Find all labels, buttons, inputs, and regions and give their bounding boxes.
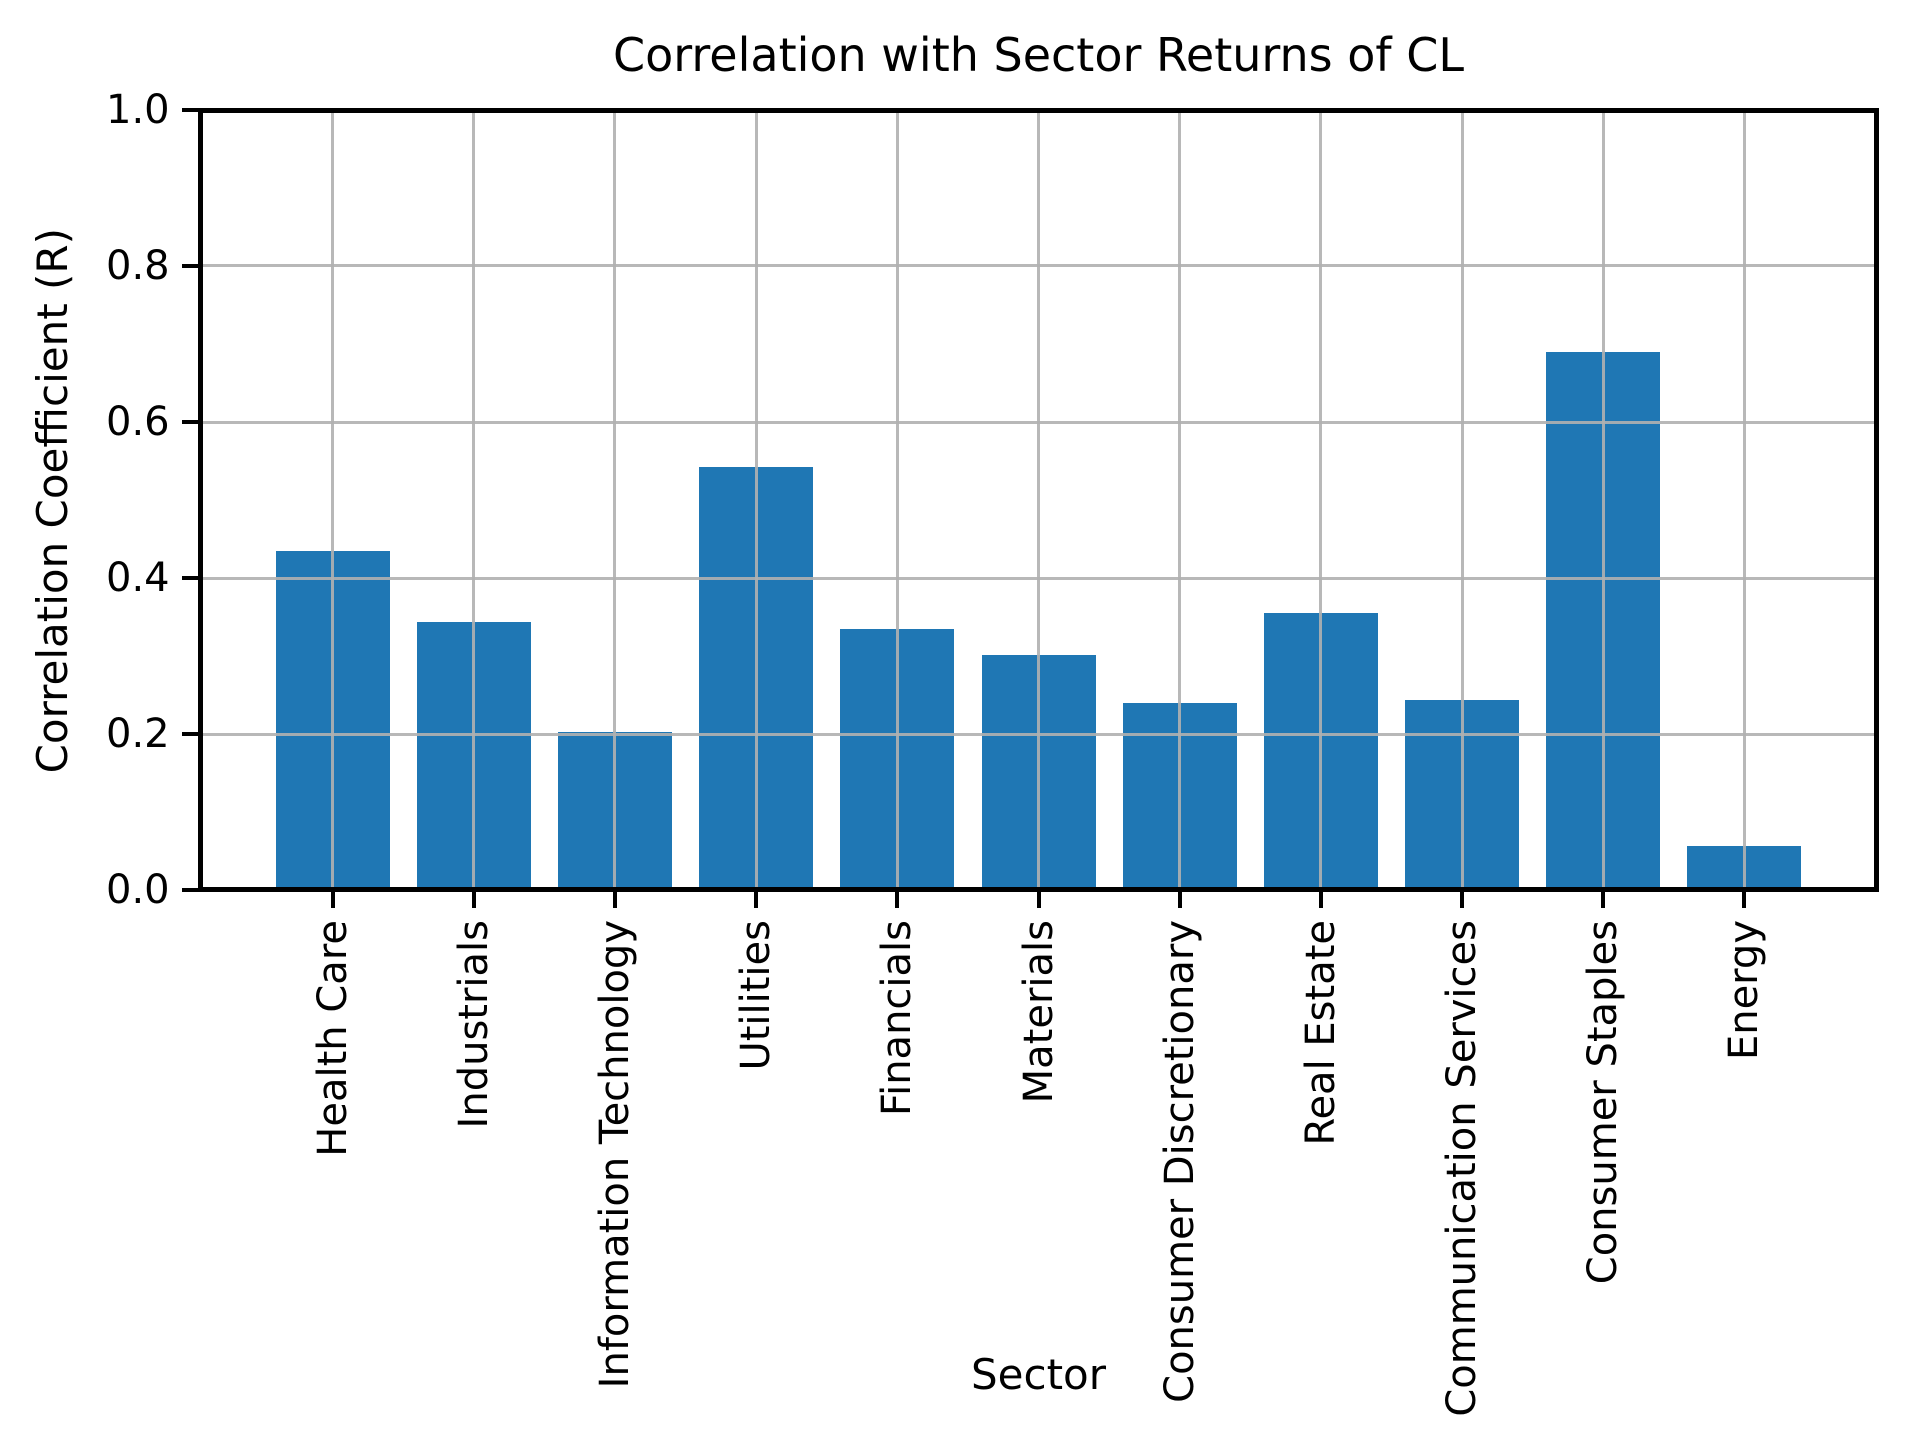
x-tick-label-4: Financials — [874, 920, 920, 1116]
gridline-x-3 — [755, 110, 758, 890]
gridline-x-6 — [1178, 110, 1181, 890]
x-axis-label: Sector — [970, 1350, 1107, 1399]
x-tick-label-5: Materials — [1016, 920, 1062, 1104]
x-tick-label-2: Information Technology — [592, 920, 638, 1389]
gridline-x-8 — [1461, 110, 1464, 890]
y-tick-label-1: 1.0 — [106, 87, 170, 133]
x-tick-mark-9 — [1601, 890, 1605, 908]
x-tick-mark-4 — [895, 890, 899, 908]
x-tick-mark-3 — [754, 890, 758, 908]
x-tick-mark-1 — [472, 890, 476, 908]
y-tick-label-0.4: 0.4 — [106, 555, 170, 601]
x-tick-mark-7 — [1319, 890, 1323, 908]
x-tick-label-10: Energy — [1721, 920, 1767, 1061]
x-tick-mark-5 — [1037, 890, 1041, 908]
plot-area — [200, 110, 1877, 890]
gridline-x-2 — [613, 110, 616, 890]
x-tick-mark-2 — [613, 890, 617, 908]
y-tick-mark-0.2 — [182, 732, 200, 736]
y-tick-mark-1 — [182, 108, 200, 112]
x-tick-mark-10 — [1742, 890, 1746, 908]
x-tick-label-8: Communication Services — [1439, 920, 1485, 1417]
x-tick-label-3: Utilities — [733, 920, 779, 1071]
y-tick-label-0.8: 0.8 — [106, 243, 170, 289]
x-tick-label-9: Consumer Staples — [1580, 920, 1626, 1285]
x-tick-label-0: Health Care — [310, 920, 356, 1157]
gridline-x-5 — [1037, 110, 1040, 890]
y-tick-mark-0.8 — [182, 264, 200, 268]
gridline-x-4 — [896, 110, 899, 890]
gridline-x-1 — [472, 110, 475, 890]
x-tick-mark-6 — [1178, 890, 1182, 908]
x-tick-label-1: Industrials — [451, 920, 497, 1129]
plot-frame — [198, 108, 1879, 892]
chart-title: Correlation with Sector Returns of CL — [613, 28, 1464, 82]
y-axis-label: Correlation Coefficient (R) — [28, 228, 77, 774]
y-tick-label-0: 0.0 — [106, 867, 170, 913]
gridline-x-9 — [1602, 110, 1605, 890]
y-tick-label-0.6: 0.6 — [106, 399, 170, 445]
y-tick-mark-0.4 — [182, 576, 200, 580]
x-tick-label-7: Real Estate — [1298, 920, 1344, 1146]
y-tick-label-0.2: 0.2 — [106, 711, 170, 757]
gridline-x-0 — [331, 110, 334, 890]
gridline-x-7 — [1319, 110, 1322, 890]
gridline-x-10 — [1743, 110, 1746, 890]
x-tick-mark-0 — [331, 890, 335, 908]
y-tick-mark-0.6 — [182, 420, 200, 424]
x-tick-label-6: Consumer Discretionary — [1157, 920, 1203, 1403]
y-tick-mark-0 — [182, 888, 200, 892]
x-tick-mark-8 — [1460, 890, 1464, 908]
